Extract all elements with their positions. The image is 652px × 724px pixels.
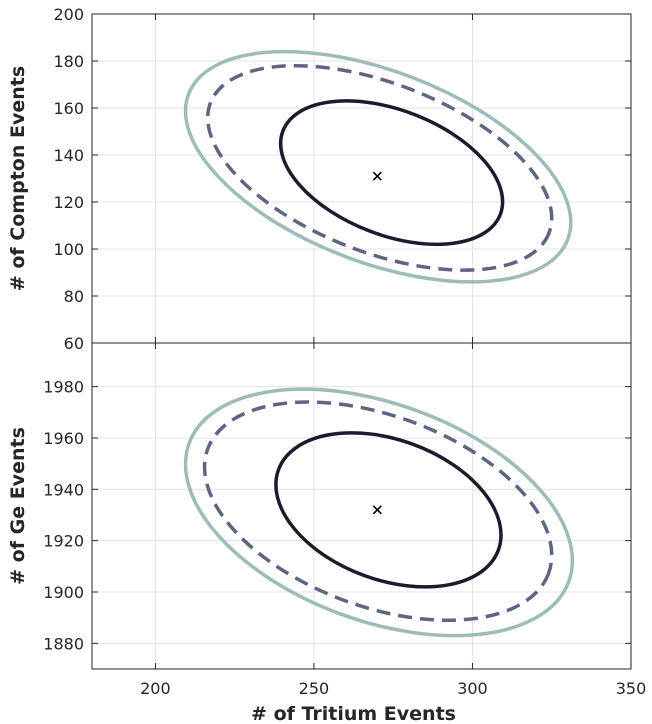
inner-contour [278, 99, 505, 247]
y-tick-label: 160 [53, 99, 84, 118]
best-fit-marker [372, 505, 382, 515]
bottom-panel: 1880 1900 1920 1940 1960 1980 200 250 300 350 # of… [7, 342, 647, 724]
x-axis-label: # of Tritium Events [251, 703, 456, 724]
y-tick-label: 1900 [43, 583, 84, 602]
y-axis-label: # of Ge Events [7, 427, 29, 585]
y-tick-label: 180 [53, 52, 84, 71]
plot-background [92, 14, 631, 343]
top-panel: 60 80 100 120 140 160 180 200 # of Compton Event… [7, 5, 632, 353]
y-tick-label: 60 [64, 334, 84, 353]
y-tick-label: 80 [64, 287, 84, 306]
x-tick-label: 300 [457, 679, 488, 698]
middle-contour [205, 63, 554, 272]
x-tick-label: 250 [299, 679, 330, 698]
y-tick-label: 200 [53, 5, 84, 24]
middle-contour [202, 400, 554, 622]
inner-contour [274, 431, 503, 589]
best-fit-marker [372, 171, 382, 181]
y-tick-label: 1880 [43, 634, 84, 653]
y-tick-label: 100 [53, 240, 84, 259]
outer-contour [183, 387, 575, 638]
outer-contour [183, 49, 573, 284]
contour-group [183, 49, 573, 284]
x-tick-label: 350 [616, 679, 647, 698]
y-tick-label: 1940 [43, 480, 84, 499]
axes-frame [91, 342, 632, 670]
y-tick-label: 120 [53, 193, 84, 212]
y-tick-label: 1920 [43, 532, 84, 551]
y-tick-label: 1980 [43, 378, 84, 397]
contour-group [183, 387, 575, 638]
y-tick-label: 1960 [43, 429, 84, 448]
x-tick-label: 200 [140, 679, 171, 698]
y-axis-label: # of Compton Events [7, 66, 29, 291]
y-tick-label: 140 [53, 146, 84, 165]
